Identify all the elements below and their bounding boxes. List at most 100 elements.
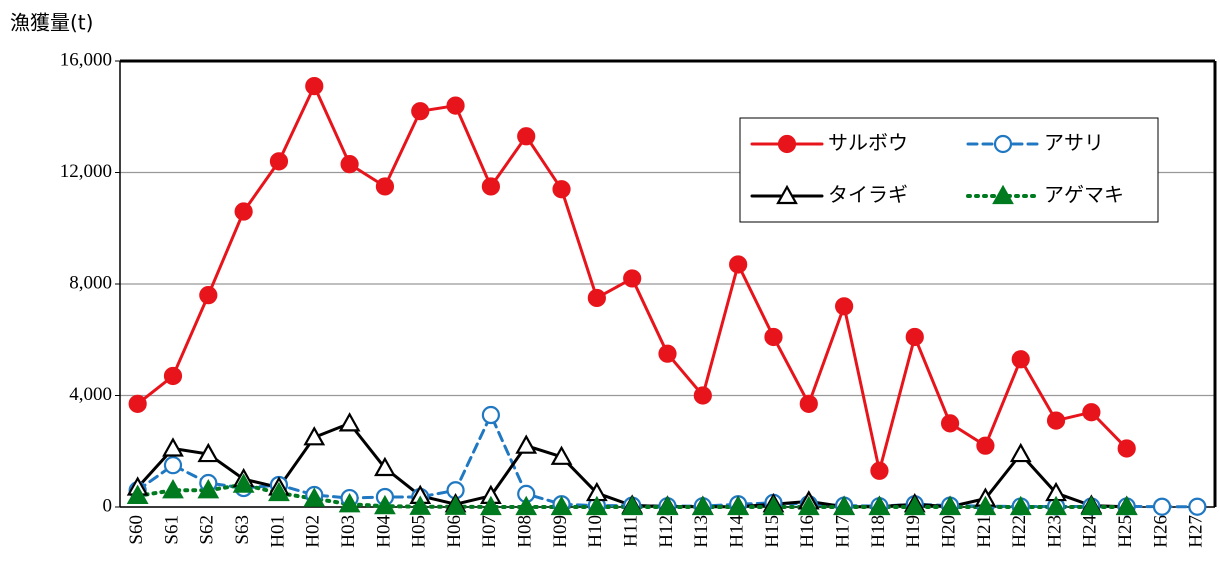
data-point — [517, 127, 536, 146]
x-tick-label: H23 — [1044, 515, 1065, 548]
data-point — [552, 180, 571, 199]
x-tick-label: S61 — [161, 515, 182, 545]
data-point — [976, 436, 995, 455]
x-tick-label: H25 — [1115, 515, 1136, 548]
x-tick-label: H04 — [373, 515, 394, 548]
data-point — [1045, 495, 1067, 516]
legend-label: アサリ — [1044, 131, 1104, 155]
legend-label: タイラギ — [828, 183, 908, 207]
data-point — [128, 394, 147, 413]
y-tick-label: 8,000 — [69, 272, 112, 293]
data-point — [303, 426, 326, 446]
data-point — [974, 495, 997, 516]
x-tick-label: H02 — [303, 515, 324, 548]
data-point — [1080, 495, 1103, 516]
data-point — [587, 288, 606, 308]
data-point — [729, 255, 748, 274]
data-point — [409, 495, 432, 515]
data-point — [905, 327, 924, 347]
data-point — [693, 386, 712, 405]
data-point — [1188, 497, 1207, 516]
data-point — [411, 102, 430, 121]
data-point — [374, 456, 396, 477]
x-tick-label: H16 — [797, 515, 818, 548]
x-tick-label: H18 — [868, 515, 889, 548]
data-point — [162, 479, 184, 499]
legend-marker — [992, 184, 1014, 205]
data-point — [162, 437, 184, 457]
legend-label: サルボウ — [828, 131, 908, 155]
data-point — [305, 76, 324, 96]
data-point — [199, 286, 218, 305]
data-point — [374, 494, 396, 515]
x-tick-label: H24 — [1080, 515, 1101, 548]
data-point — [197, 442, 220, 463]
x-tick-label: H22 — [1009, 515, 1030, 548]
data-point — [1011, 350, 1030, 369]
data-point — [656, 495, 679, 516]
y-tick-label: 0 — [103, 495, 113, 516]
data-point — [1152, 497, 1172, 516]
data-point — [1117, 439, 1136, 458]
data-point — [1009, 442, 1032, 463]
data-point — [338, 492, 361, 513]
data-point — [903, 495, 926, 516]
data-point — [268, 481, 290, 502]
legend-marker — [993, 134, 1013, 154]
data-point — [515, 495, 538, 516]
data-point — [940, 414, 960, 433]
x-tick-label: S60 — [126, 515, 147, 545]
x-tick-label: H03 — [338, 515, 359, 548]
legend-label: アゲマキ — [1044, 183, 1124, 207]
data-point — [232, 473, 255, 493]
data-point — [1082, 403, 1101, 422]
x-tick-label: H17 — [832, 515, 853, 548]
legend-box — [739, 117, 1159, 223]
x-tick-label: H19 — [903, 515, 924, 548]
data-point — [481, 405, 500, 425]
data-point — [1009, 495, 1032, 516]
data-point — [621, 495, 644, 516]
data-point — [375, 177, 395, 196]
data-point — [764, 327, 783, 347]
x-tick-label: H07 — [479, 515, 500, 548]
x-tick-label: H27 — [1186, 515, 1207, 548]
data-point — [727, 495, 750, 516]
data-point — [446, 96, 465, 115]
data-point — [870, 461, 889, 480]
data-point — [658, 344, 677, 363]
data-point — [1046, 411, 1066, 430]
x-tick-label: H11 — [621, 515, 642, 547]
x-tick-label: S63 — [232, 515, 253, 545]
x-tick-label: H12 — [656, 515, 677, 548]
data-point — [797, 495, 820, 516]
data-point — [1115, 495, 1138, 516]
x-tick-label: H01 — [267, 515, 288, 548]
x-tick-label: S62 — [197, 515, 218, 545]
data-point — [340, 155, 359, 174]
data-point — [585, 495, 608, 516]
data-point — [623, 269, 642, 288]
x-tick-label: H21 — [974, 515, 995, 548]
data-point — [550, 445, 573, 465]
legend-marker — [777, 134, 797, 154]
legend-marker — [776, 184, 798, 205]
data-point — [939, 495, 961, 516]
x-tick-label: H26 — [1150, 515, 1171, 548]
x-tick-label: H10 — [585, 515, 606, 548]
data-point — [234, 202, 253, 221]
data-point — [163, 366, 183, 386]
data-point — [303, 487, 326, 507]
data-point — [835, 297, 854, 316]
data-point — [444, 495, 467, 515]
y-tick-label: 12,000 — [60, 161, 112, 182]
x-tick-label: H13 — [691, 515, 712, 548]
data-point — [799, 394, 818, 413]
data-point — [269, 152, 289, 171]
y-tick-label: 16,000 — [60, 49, 112, 70]
y-axis-title: 漁獲量(t) — [10, 11, 93, 35]
data-point — [833, 495, 855, 516]
data-point — [197, 479, 220, 499]
